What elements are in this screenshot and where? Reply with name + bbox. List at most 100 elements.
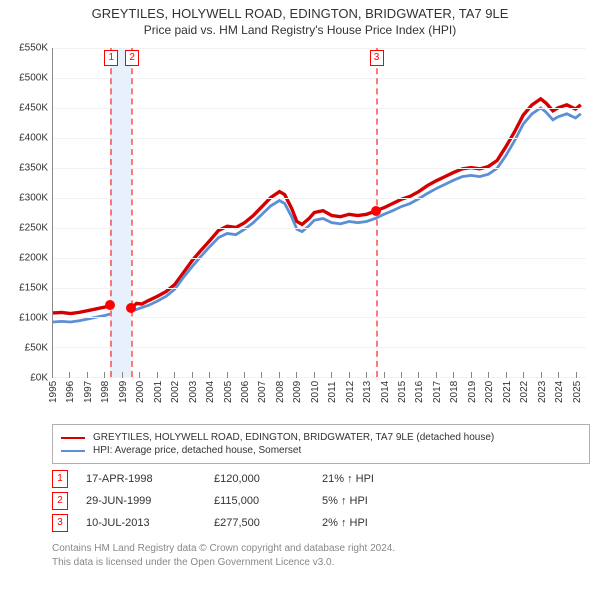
attribution-line: Contains HM Land Registry data © Crown c… [52, 542, 572, 556]
sale-marker-label: 3 [370, 50, 384, 66]
x-tick-label: 2006 [240, 381, 251, 403]
x-tick [157, 372, 158, 378]
sale-delta: 5% ↑ HPI [322, 495, 412, 507]
sale-row: 1 17-APR-1998 £120,000 21% ↑ HPI [52, 470, 592, 488]
x-tick-label: 2002 [170, 381, 181, 403]
x-tick-label: 2015 [397, 381, 408, 403]
sale-marker-label: 1 [104, 50, 118, 66]
x-tick-label: 2013 [362, 381, 373, 403]
legend-swatch [61, 437, 85, 439]
sale-dot [105, 300, 115, 310]
legend-label: GREYTILES, HOLYWELL ROAD, EDINGTON, BRID… [93, 432, 494, 443]
x-tick [244, 372, 245, 378]
sale-price: £120,000 [214, 473, 304, 485]
y-tick-label: £500K [8, 73, 48, 84]
x-tick [349, 372, 350, 378]
attribution-line: This data is licensed under the Open Gov… [52, 556, 572, 570]
x-tick [506, 372, 507, 378]
sale-price: £115,000 [214, 495, 304, 507]
x-tick-label: 2024 [554, 381, 565, 403]
x-tick-label: 2010 [310, 381, 321, 403]
titles: GREYTILES, HOLYWELL ROAD, EDINGTON, BRID… [8, 6, 592, 38]
y-tick-label: £200K [8, 253, 48, 264]
y-tick-label: £450K [8, 103, 48, 114]
x-tick [436, 372, 437, 378]
x-tick-label: 2004 [205, 381, 216, 403]
x-tick [139, 372, 140, 378]
ownership-band [110, 48, 131, 377]
x-tick-label: 2014 [380, 381, 391, 403]
x-tick [279, 372, 280, 378]
y-tick-label: £300K [8, 193, 48, 204]
x-tick [541, 372, 542, 378]
x-tick-label: 2003 [188, 381, 199, 403]
x-tick-label: 2007 [257, 381, 268, 403]
x-tick-label: 1999 [118, 381, 129, 403]
x-tick [192, 372, 193, 378]
x-tick [227, 372, 228, 378]
legend-swatch [61, 450, 85, 452]
x-tick [558, 372, 559, 378]
x-tick [576, 372, 577, 378]
x-tick-label: 2005 [223, 381, 234, 403]
sale-marker-label: 2 [125, 50, 139, 66]
x-tick-label: 2023 [537, 381, 548, 403]
sale-dot [371, 206, 381, 216]
legend-item: GREYTILES, HOLYWELL ROAD, EDINGTON, BRID… [61, 432, 581, 443]
x-tick [314, 372, 315, 378]
x-tick-label: 2019 [467, 381, 478, 403]
sale-vline [131, 48, 133, 377]
title-subtitle: Price paid vs. HM Land Registry's House … [8, 23, 592, 38]
x-tick-label: 1997 [83, 381, 94, 403]
x-tick-label: 1995 [48, 381, 59, 403]
x-tick-label: 2008 [275, 381, 286, 403]
x-tick [453, 372, 454, 378]
sale-dot [126, 303, 136, 313]
x-tick [331, 372, 332, 378]
title-address: GREYTILES, HOLYWELL ROAD, EDINGTON, BRID… [8, 6, 592, 22]
x-tick-label: 2022 [519, 381, 530, 403]
sale-records: 1 17-APR-1998 £120,000 21% ↑ HPI 2 29-JU… [52, 470, 592, 532]
sale-delta: 2% ↑ HPI [322, 517, 412, 529]
sale-date: 10-JUL-2013 [86, 517, 196, 529]
price-chart: 123 £0K£50K£100K£150K£200K£250K£300K£350… [8, 44, 592, 414]
x-tick [296, 372, 297, 378]
sale-row: 3 10-JUL-2013 £277,500 2% ↑ HPI [52, 514, 592, 532]
sale-row: 2 29-JUN-1999 £115,000 5% ↑ HPI [52, 492, 592, 510]
x-tick-label: 2025 [572, 381, 583, 403]
y-tick-label: £50K [8, 343, 48, 354]
sale-date: 17-APR-1998 [86, 473, 196, 485]
y-tick-label: £350K [8, 163, 48, 174]
x-tick [418, 372, 419, 378]
sale-marker-icon: 3 [52, 514, 68, 532]
attribution: Contains HM Land Registry data © Crown c… [52, 542, 572, 569]
sale-marker-icon: 1 [52, 470, 68, 488]
x-tick-label: 2017 [432, 381, 443, 403]
x-tick-label: 2001 [153, 381, 164, 403]
x-tick [174, 372, 175, 378]
sale-vline [110, 48, 112, 377]
x-tick-label: 2011 [327, 382, 338, 404]
x-tick-label: 2021 [502, 381, 513, 403]
y-tick-label: £100K [8, 313, 48, 324]
y-tick-label: £250K [8, 223, 48, 234]
x-tick [104, 372, 105, 378]
x-tick [488, 372, 489, 378]
chart-container: GREYTILES, HOLYWELL ROAD, EDINGTON, BRID… [0, 0, 600, 590]
sale-price: £277,500 [214, 517, 304, 529]
x-tick-label: 2018 [449, 381, 460, 403]
x-tick-label: 2016 [414, 381, 425, 403]
x-tick [87, 372, 88, 378]
sale-delta: 21% ↑ HPI [322, 473, 412, 485]
sale-marker-icon: 2 [52, 492, 68, 510]
x-tick [384, 372, 385, 378]
x-tick [122, 372, 123, 378]
plot-area: 12 3 [52, 48, 586, 378]
y-tick-label: £550K [8, 43, 48, 54]
x-tick-label: 2012 [345, 381, 356, 403]
x-tick [69, 372, 70, 378]
x-tick [209, 372, 210, 378]
x-tick-label: 2020 [484, 381, 495, 403]
x-tick-label: 1998 [100, 381, 111, 403]
x-tick-label: 2000 [135, 381, 146, 403]
